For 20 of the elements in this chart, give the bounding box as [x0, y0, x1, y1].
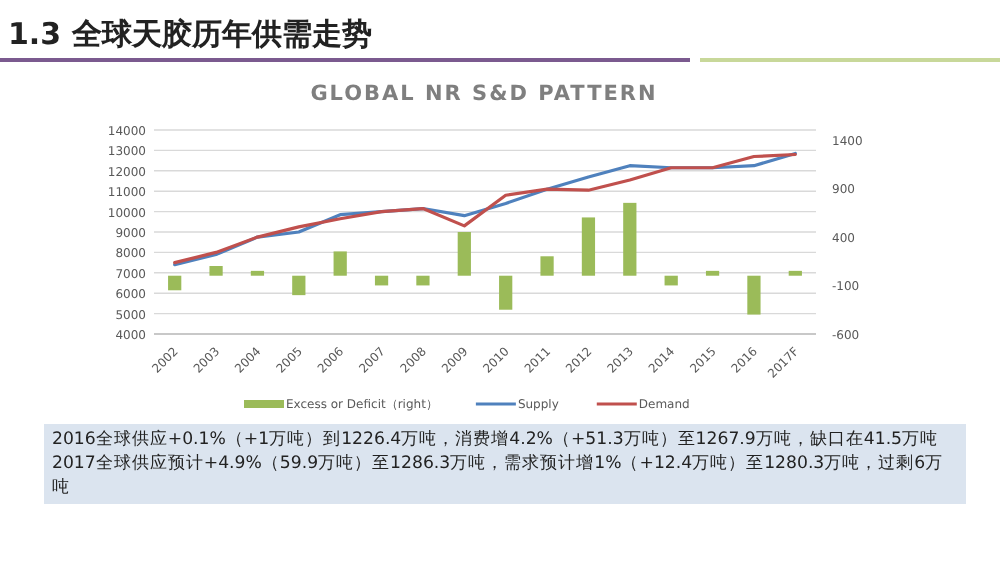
bar — [250, 270, 265, 276]
bar — [664, 275, 678, 286]
bar — [209, 266, 223, 276]
bar — [416, 275, 430, 286]
bar — [457, 232, 471, 276]
bar — [333, 251, 347, 276]
bar — [788, 270, 802, 276]
text: 2017全球供应预计+4.9%（59.9万吨）至1286.3万吨，需求预计增1%（+12.4万吨）至1280.3万吨，过剩6万吨 — [52, 452, 946, 500]
bar — [499, 275, 513, 310]
bar — [374, 275, 389, 286]
bar — [581, 217, 596, 276]
text: 2016全球供应+0.1%（+1万吨）到1226.4万吨，消费增4.2%（+51.3万吨）至1267.9万吨，缺口在41.5万吨 — [52, 428, 941, 452]
bar — [168, 275, 182, 291]
chart-title: 1.3 全球天胶历年供需走势 — [8, 16, 372, 52]
bar — [292, 275, 306, 296]
bar — [623, 202, 637, 276]
bar — [747, 275, 761, 315]
bar — [705, 270, 720, 276]
bar — [540, 256, 554, 276]
chart-subtitle: GLOBAL NR S&D PATTERN — [310, 82, 658, 106]
